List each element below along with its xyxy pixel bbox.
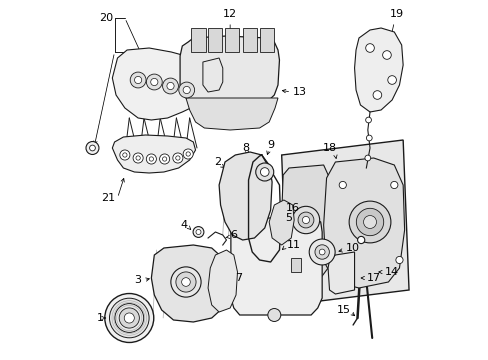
Circle shape [395, 256, 402, 264]
Polygon shape [151, 245, 226, 322]
Circle shape [356, 208, 383, 236]
Circle shape [133, 153, 143, 163]
Text: 7: 7 [235, 273, 242, 283]
Circle shape [86, 141, 99, 154]
Text: 8: 8 [242, 143, 249, 153]
Circle shape [298, 212, 313, 228]
Circle shape [267, 309, 280, 321]
Circle shape [372, 91, 381, 99]
Polygon shape [281, 165, 330, 282]
Text: 15: 15 [337, 305, 350, 315]
Text: 13: 13 [292, 87, 306, 97]
Circle shape [109, 298, 149, 338]
Text: 1: 1 [96, 313, 103, 323]
Circle shape [159, 154, 169, 164]
Polygon shape [112, 48, 211, 120]
Bar [259, 27, 273, 52]
Text: 12: 12 [223, 9, 237, 19]
Circle shape [179, 82, 194, 98]
Text: 11: 11 [286, 240, 300, 250]
Circle shape [120, 150, 130, 160]
Circle shape [193, 226, 203, 237]
Polygon shape [323, 158, 404, 288]
Circle shape [185, 152, 190, 156]
Circle shape [149, 157, 153, 161]
Circle shape [183, 149, 193, 159]
Text: 10: 10 [345, 243, 359, 253]
Circle shape [334, 261, 341, 269]
Text: 9: 9 [266, 140, 273, 150]
Circle shape [348, 201, 390, 243]
Circle shape [175, 156, 180, 160]
Circle shape [162, 157, 166, 161]
Circle shape [136, 156, 140, 160]
Bar [191, 27, 205, 52]
Circle shape [146, 154, 156, 164]
Text: 16: 16 [285, 203, 299, 213]
Circle shape [365, 44, 374, 52]
Polygon shape [230, 218, 322, 315]
Circle shape [390, 181, 397, 189]
Circle shape [364, 155, 370, 161]
Bar [291, 258, 301, 272]
Text: 18: 18 [322, 143, 336, 153]
Circle shape [115, 303, 143, 332]
Circle shape [166, 82, 174, 90]
Circle shape [183, 86, 190, 94]
Polygon shape [281, 140, 408, 305]
Text: 20: 20 [99, 13, 113, 23]
Circle shape [308, 239, 334, 265]
Polygon shape [327, 252, 354, 294]
Circle shape [357, 237, 364, 244]
Circle shape [150, 78, 158, 86]
Polygon shape [180, 36, 279, 102]
Circle shape [314, 245, 329, 259]
Circle shape [122, 153, 127, 157]
Circle shape [89, 145, 95, 151]
Circle shape [319, 249, 325, 255]
Polygon shape [268, 200, 294, 245]
Circle shape [302, 216, 309, 224]
Circle shape [382, 51, 390, 59]
Circle shape [170, 267, 201, 297]
Circle shape [260, 168, 268, 176]
Polygon shape [207, 250, 237, 312]
Text: 2: 2 [214, 157, 221, 167]
Bar [224, 27, 239, 52]
Polygon shape [185, 98, 278, 130]
Polygon shape [112, 135, 195, 173]
Circle shape [196, 229, 201, 234]
Circle shape [146, 74, 162, 90]
Circle shape [130, 72, 146, 88]
Circle shape [339, 181, 346, 189]
Text: 17: 17 [366, 273, 380, 283]
Circle shape [119, 308, 139, 328]
Polygon shape [219, 152, 271, 240]
Circle shape [255, 163, 273, 181]
Text: 21: 21 [102, 193, 116, 203]
Circle shape [366, 135, 371, 141]
Circle shape [387, 76, 396, 84]
Polygon shape [354, 28, 402, 112]
Circle shape [181, 278, 190, 286]
Text: 19: 19 [389, 9, 404, 19]
Circle shape [162, 78, 178, 94]
Circle shape [176, 272, 196, 292]
Bar [207, 27, 222, 52]
Text: 6: 6 [230, 230, 237, 240]
Text: 14: 14 [384, 267, 398, 277]
Circle shape [104, 293, 153, 342]
Text: 4: 4 [180, 220, 187, 230]
Bar [242, 27, 257, 52]
Polygon shape [203, 58, 223, 92]
Circle shape [365, 117, 371, 123]
Circle shape [292, 206, 319, 234]
Circle shape [172, 153, 183, 163]
Text: 5: 5 [285, 213, 292, 223]
Circle shape [134, 76, 142, 84]
Circle shape [363, 216, 376, 229]
Text: 3: 3 [134, 275, 142, 285]
Circle shape [124, 313, 134, 323]
